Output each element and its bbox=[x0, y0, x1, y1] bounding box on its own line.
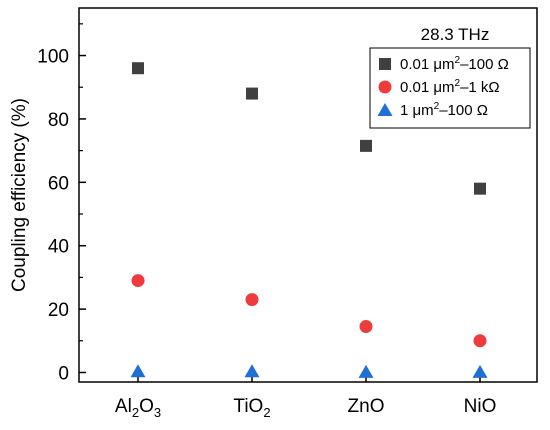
legend-marker-2 bbox=[378, 80, 392, 94]
x-tick-label: TiO2 bbox=[233, 396, 270, 420]
data-point-series-2 bbox=[245, 293, 259, 307]
legend-label-2: 0.01 μm2–1 kΩ bbox=[400, 78, 500, 96]
data-point-series-3 bbox=[244, 364, 260, 378]
y-tick-label: 0 bbox=[58, 363, 69, 384]
data-point-series-3 bbox=[130, 364, 146, 378]
legend-label-1: 0.01 μm2–100 Ω bbox=[400, 55, 509, 73]
y-tick-label: 60 bbox=[48, 173, 69, 194]
data-point-series-2 bbox=[359, 320, 373, 334]
data-point-series-1 bbox=[246, 87, 258, 100]
y-axis-title: Coupling efficiency (%) bbox=[9, 98, 30, 292]
plot-frame bbox=[78, 7, 538, 383]
y-tick-label: 40 bbox=[48, 237, 69, 258]
x-tick-label: Al2O3 bbox=[115, 396, 161, 420]
legend-label-3: 1 μm2–100 Ω bbox=[400, 101, 488, 119]
legend-title: 28.3 THz bbox=[421, 25, 490, 44]
data-point-series-3 bbox=[472, 364, 488, 378]
data-point-series-2 bbox=[131, 274, 145, 288]
data-point-series-1 bbox=[132, 62, 144, 75]
data-point-series-2 bbox=[473, 334, 487, 348]
legend-marker-3 bbox=[377, 103, 393, 116]
data-point-series-1 bbox=[360, 139, 372, 152]
data-point-series-1 bbox=[474, 182, 486, 195]
legend-marker-1 bbox=[379, 58, 391, 70]
y-tick-label: 20 bbox=[48, 300, 69, 321]
data-point-series-3 bbox=[358, 364, 374, 378]
legend-box bbox=[369, 47, 531, 129]
y-tick-label: 100 bbox=[37, 47, 69, 68]
x-tick-label: ZnO bbox=[348, 396, 385, 417]
y-tick-label: 80 bbox=[48, 110, 69, 131]
x-tick-label: NiO bbox=[464, 396, 497, 417]
